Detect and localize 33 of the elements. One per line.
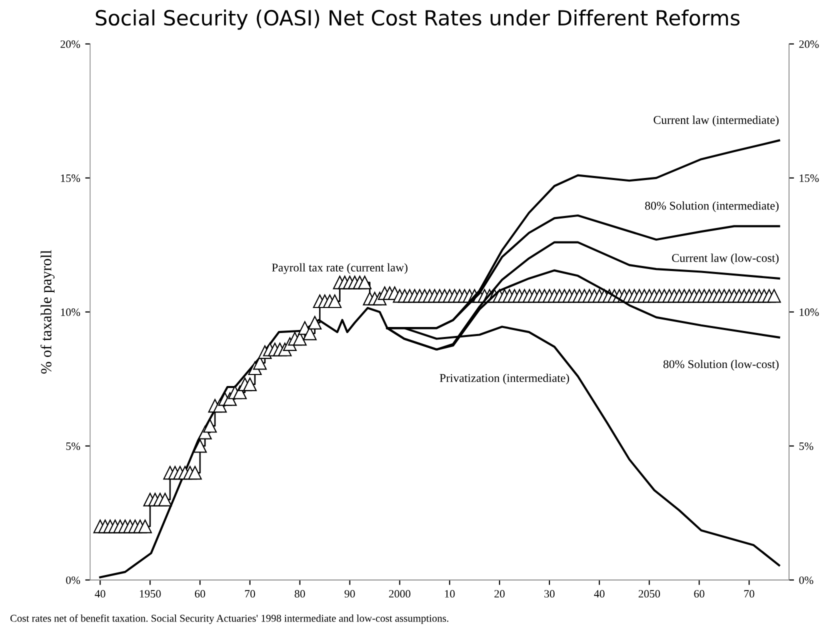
x-tick-label: 10	[445, 590, 455, 598]
y2-tick-label: 0%	[799, 576, 814, 584]
y-axis-title: % of taxable payroll	[40, 250, 55, 374]
x-tick-label: 90	[344, 590, 355, 598]
chart-title: Social Security (OASI) Net Cost Rates under Different Reforms	[96, 10, 740, 30]
y2-tick-label: 5%	[799, 442, 814, 450]
y-tick-label: 20%	[60, 40, 80, 48]
x-tick-label: 60	[694, 590, 704, 598]
x-tick-label: 1950	[140, 590, 161, 598]
series-label: Privatization (intermediate)	[440, 374, 570, 384]
x-tick-label: 40	[94, 590, 106, 598]
y-tick-label: 0%	[66, 576, 80, 584]
y2-tick-label: 10%	[800, 308, 819, 316]
y2-tick-label: 15%	[800, 174, 819, 182]
y-tick-label: 10%	[61, 308, 80, 316]
x-tick-label: 80	[294, 590, 305, 598]
x-tick-label: 2050	[638, 590, 660, 598]
x-tick-label: 20	[494, 590, 505, 598]
y-tick-label: 15%	[61, 174, 80, 182]
series-label: Current law (low-cost)	[672, 254, 779, 264]
text: Cost rates net of benefit taxation. Social Security Actuaries' 1998 intermediate and low-cost assumptions.	[10, 614, 448, 624]
y2-tick-label: 20%	[799, 40, 819, 48]
x-tick-label: 40	[594, 590, 605, 598]
x-tick-label: 2000	[389, 590, 410, 598]
series-label: Payroll tax rate (current law)	[272, 263, 408, 274]
y-tick-label: 5%	[66, 442, 80, 450]
series-label: Current law (intermediate)	[654, 116, 779, 126]
x-tick-label: 70	[744, 590, 754, 598]
series-label: 80% Solution (low-cost)	[663, 360, 779, 371]
x-tick-label: 60	[194, 590, 206, 598]
series-label: 80% Solution (intermediate)	[645, 201, 779, 212]
x-tick-label: 70	[245, 590, 256, 598]
x-tick-label: 30	[544, 590, 555, 598]
